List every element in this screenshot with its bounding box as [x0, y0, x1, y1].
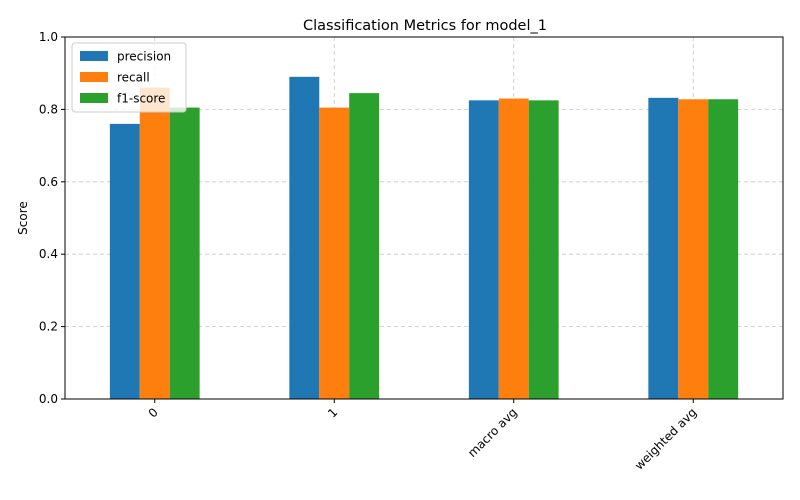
legend-label-f1-score: f1-score [117, 92, 165, 106]
y-tick-label: 0.4 [39, 247, 58, 261]
bar-recall-macro-avg [498, 98, 529, 399]
x-tick-label: 1 [325, 405, 340, 420]
bar-precision-0 [109, 123, 140, 399]
bars-layer [109, 76, 739, 400]
bar-precision-weighted-avg [648, 97, 679, 399]
x-tick-label: 0 [146, 405, 161, 420]
bar-precision-1 [289, 76, 320, 399]
y-axis-label: Score [16, 201, 30, 235]
x-tick-label: macro avg [465, 405, 520, 460]
legend-swatch-f1-score [80, 93, 108, 103]
bar-f1-score-1 [349, 93, 380, 400]
y-tick-label: 0.6 [39, 175, 58, 189]
legend-swatch-precision [80, 51, 108, 61]
legend-swatch-recall [80, 72, 108, 82]
y-tick-label: 0.8 [39, 102, 58, 116]
legend-label-recall: recall [117, 71, 150, 85]
legend-label-precision: precision [117, 50, 171, 64]
bar-recall-1 [319, 107, 350, 399]
bar-recall-0 [139, 87, 170, 400]
bar-f1-score-weighted-avg [708, 99, 739, 399]
y-tick-label: 0.2 [39, 320, 58, 334]
chart-title: Classification Metrics for model_1 [303, 18, 547, 34]
y-tick-label: 1.0 [39, 30, 58, 44]
y-tick-label: 0.0 [39, 392, 58, 406]
bar-precision-macro-avg [468, 100, 499, 399]
x-tick-label: weighted avg [632, 405, 699, 472]
bar-recall-weighted-avg [678, 99, 709, 399]
bar-f1-score-macro-avg [528, 100, 559, 399]
legend: precision recall f1-score [71, 42, 187, 113]
bar-f1-score-0 [169, 107, 200, 399]
plot-frame [64, 36, 784, 400]
